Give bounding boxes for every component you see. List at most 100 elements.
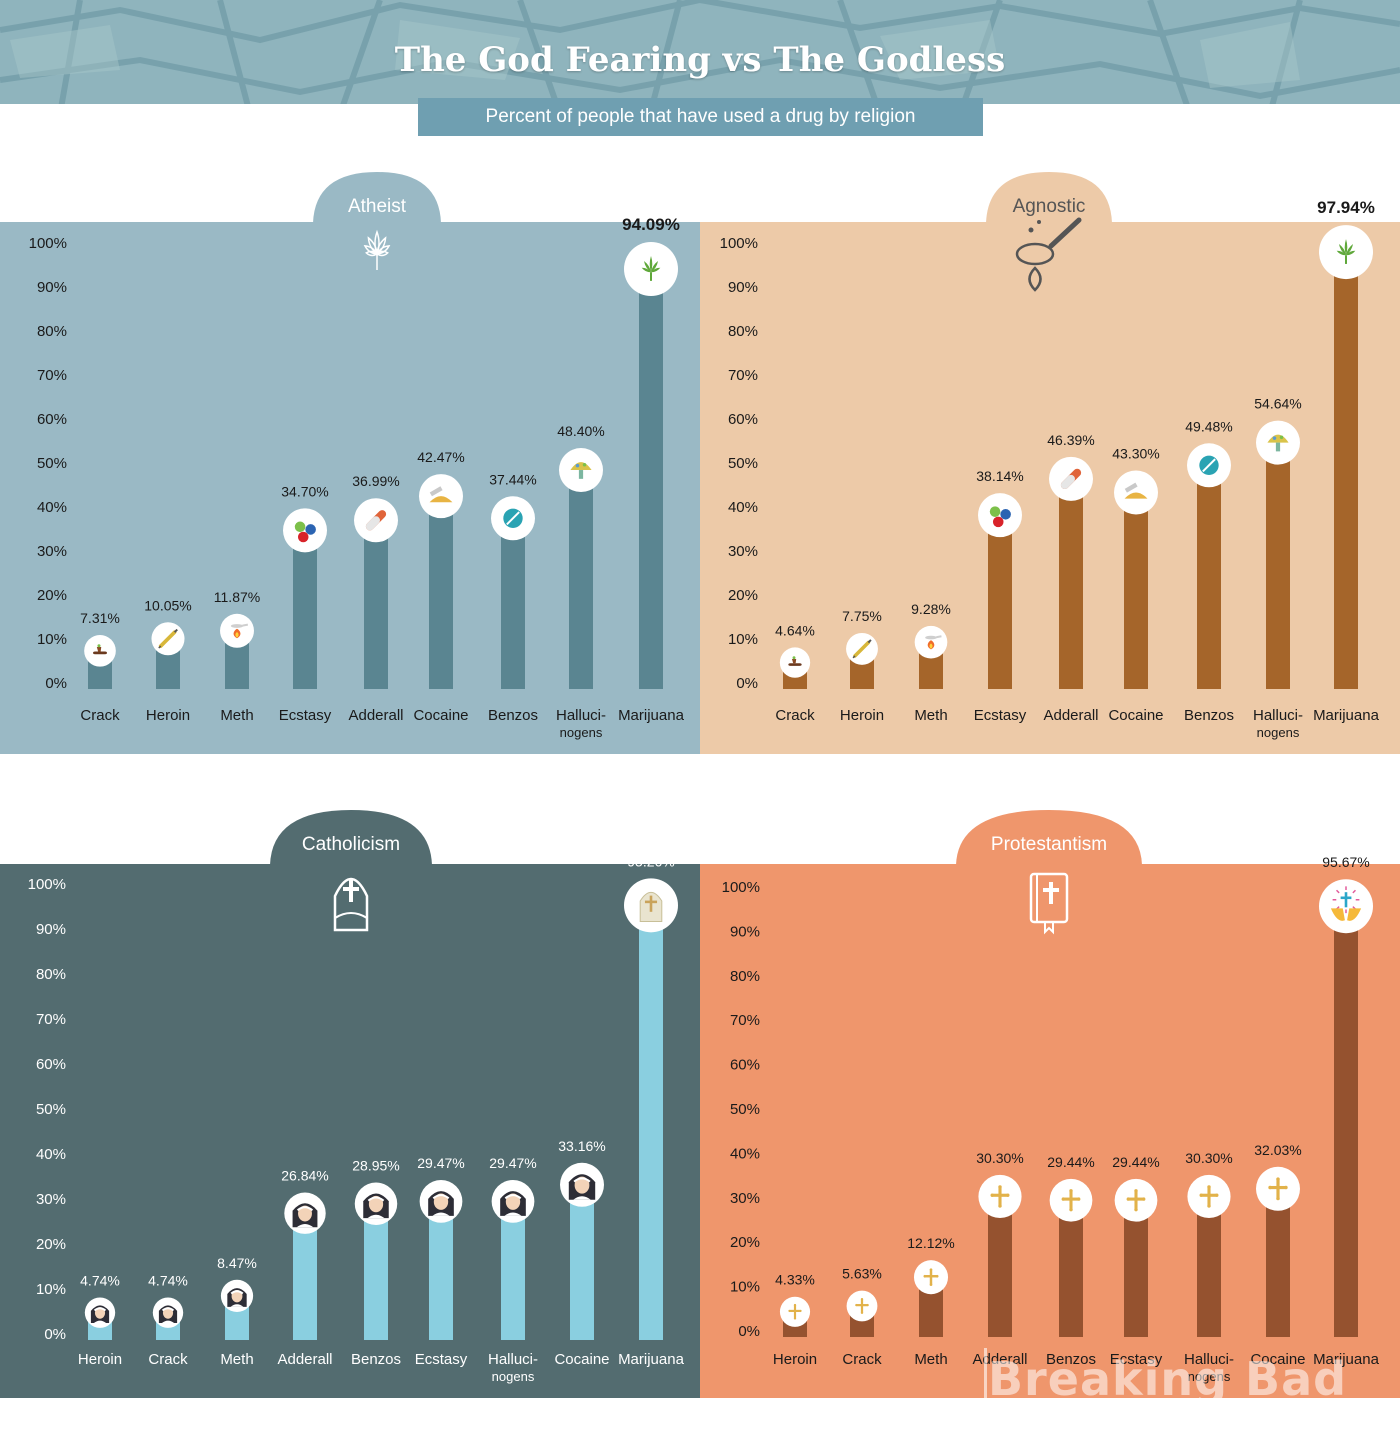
cross-icon: [1061, 1189, 1081, 1212]
bar: [639, 269, 663, 689]
praying-hands-icon: [1330, 886, 1362, 921]
category-label: Adderall: [348, 707, 403, 724]
protestantism-panel: Protestantism 0% 10% 20% 30% 40% 50% 60% 70% 80% 9…: [700, 810, 1400, 1398]
subtitle: Percent of people that have used a drug …: [418, 98, 983, 136]
y-tick-label: 60%: [36, 1056, 66, 1073]
mitre-icon: [639, 891, 663, 923]
y-tick-label: 80%: [37, 323, 67, 340]
y-tick-label: 80%: [728, 323, 758, 340]
nun-icon: [363, 1193, 389, 1219]
data-label: 34.70%: [281, 483, 328, 499]
data-label: 32.03%: [1254, 1142, 1301, 1158]
bar: [429, 1201, 453, 1340]
data-label: 4.64%: [775, 622, 815, 638]
category-label: Crack: [842, 1351, 882, 1368]
chart-svg: Protestantism 0% 10% 20% 30% 40% 50% 60% 70% 80% 9…: [700, 810, 1400, 1398]
data-label: 43.30%: [1112, 445, 1159, 461]
bar: [1197, 465, 1221, 689]
data-label: 11.87%: [214, 589, 260, 605]
pills-icon: [294, 521, 316, 543]
nun-icon: [500, 1191, 526, 1216]
data-label: 8.47%: [217, 1255, 257, 1271]
y-tick-label: 10%: [37, 631, 67, 648]
data-label: 29.47%: [417, 1155, 464, 1171]
data-label: 29.44%: [1112, 1154, 1159, 1170]
bar: [1059, 478, 1083, 689]
mushroom-icon: [570, 462, 592, 479]
data-label: 12.12%: [907, 1235, 954, 1251]
nun-icon: [158, 1305, 178, 1323]
category-label: Meth: [220, 1351, 253, 1368]
bar-icon-circle: [283, 508, 327, 553]
bar: [1266, 442, 1290, 689]
y-tick-label: 30%: [37, 543, 67, 560]
bar: [364, 1203, 388, 1340]
category-label: nogens: [560, 725, 603, 740]
tablet-icon: [503, 508, 523, 528]
syringe-icon: [158, 628, 178, 649]
category-label: Benzos: [1046, 1351, 1096, 1368]
y-tick-label: 100%: [29, 235, 67, 252]
bar: [569, 470, 593, 689]
category-label: Marijuana: [618, 707, 685, 724]
data-label: 29.44%: [1047, 1154, 1094, 1170]
y-tick-label: 50%: [730, 1101, 760, 1118]
category-label: Cocaine: [413, 707, 468, 724]
data-label: 30.30%: [976, 1150, 1023, 1166]
y-tick-label: 0%: [738, 1323, 760, 1340]
crack-pipe-icon: [93, 644, 107, 655]
data-label: 26.84%: [281, 1168, 328, 1184]
data-label: 10.05%: [144, 597, 191, 613]
y-tick-label: 70%: [37, 367, 67, 384]
y-tick-label: 20%: [36, 1236, 66, 1253]
data-label: 36.99%: [352, 473, 399, 489]
y-tick-label: 60%: [730, 1057, 760, 1074]
category-label: Marijuana: [1313, 1351, 1380, 1368]
bar: [293, 1213, 317, 1340]
chart-title-tab: [986, 172, 1112, 223]
cross-icon: [1268, 1177, 1288, 1201]
category-label: Benzos: [488, 707, 538, 724]
y-tick-label: 30%: [36, 1191, 66, 1208]
cross-icon: [1126, 1189, 1146, 1212]
data-label: 30.30%: [1185, 1150, 1232, 1166]
powder-icon: [1124, 482, 1148, 499]
category-label: Crack: [148, 1351, 188, 1368]
category-label: Heroin: [773, 1351, 817, 1368]
y-tick-label: 90%: [730, 923, 760, 940]
category-label: Crack: [775, 707, 815, 724]
y-tick-label: 60%: [728, 411, 758, 428]
chart-title: Agnostic: [1013, 196, 1086, 217]
y-tick-label: 50%: [37, 455, 67, 472]
bar: [501, 518, 525, 689]
data-label: 9.28%: [911, 601, 951, 617]
category-label: Crack: [80, 707, 120, 724]
watermark-divider: [984, 1348, 987, 1412]
bar: [1124, 1200, 1148, 1337]
spoon-flame-icon: [1015, 217, 1082, 292]
cannabis-leaf-icon: [641, 256, 661, 281]
cross-icon: [788, 1303, 802, 1320]
category-label: Benzos: [351, 1351, 401, 1368]
bible-icon: [1029, 872, 1069, 935]
data-label: 7.75%: [842, 608, 882, 624]
y-tick-label: 100%: [28, 876, 66, 893]
data-label: 4.33%: [775, 1272, 815, 1288]
category-label: Meth: [914, 1351, 947, 1368]
category-label: Ecstasy: [415, 1351, 468, 1368]
chart-title: Atheist: [348, 196, 407, 217]
watermark: Breaking Bad: [988, 1352, 1348, 1406]
category-label: Marijuana: [618, 1351, 685, 1368]
category-label: Cocaine: [1250, 1351, 1305, 1368]
data-label: 4.74%: [80, 1272, 120, 1288]
chart-svg: Atheist 0% 10% 20% 30% 40% 50% 60% 70% 80% 90% 100%…: [0, 172, 700, 754]
cannabis-leaf-icon: [1336, 239, 1356, 264]
mushroom-icon: [1267, 434, 1289, 452]
data-label: 42.47%: [417, 449, 464, 465]
chart-svg: Catholicism 0% 10% 20% 30% 40% 50% 60% 70% 80% 90%…: [0, 810, 700, 1398]
y-tick-label: 30%: [728, 543, 758, 560]
nun-icon: [292, 1203, 318, 1228]
page-title: The God Fearing vs The Godless: [394, 40, 1006, 80]
agnostic-panel: Agnostic 0% 10% 20% 30% 40% 50% 60% 70% 80% 90% 100…: [700, 172, 1400, 754]
y-tick-label: 0%: [736, 675, 758, 692]
